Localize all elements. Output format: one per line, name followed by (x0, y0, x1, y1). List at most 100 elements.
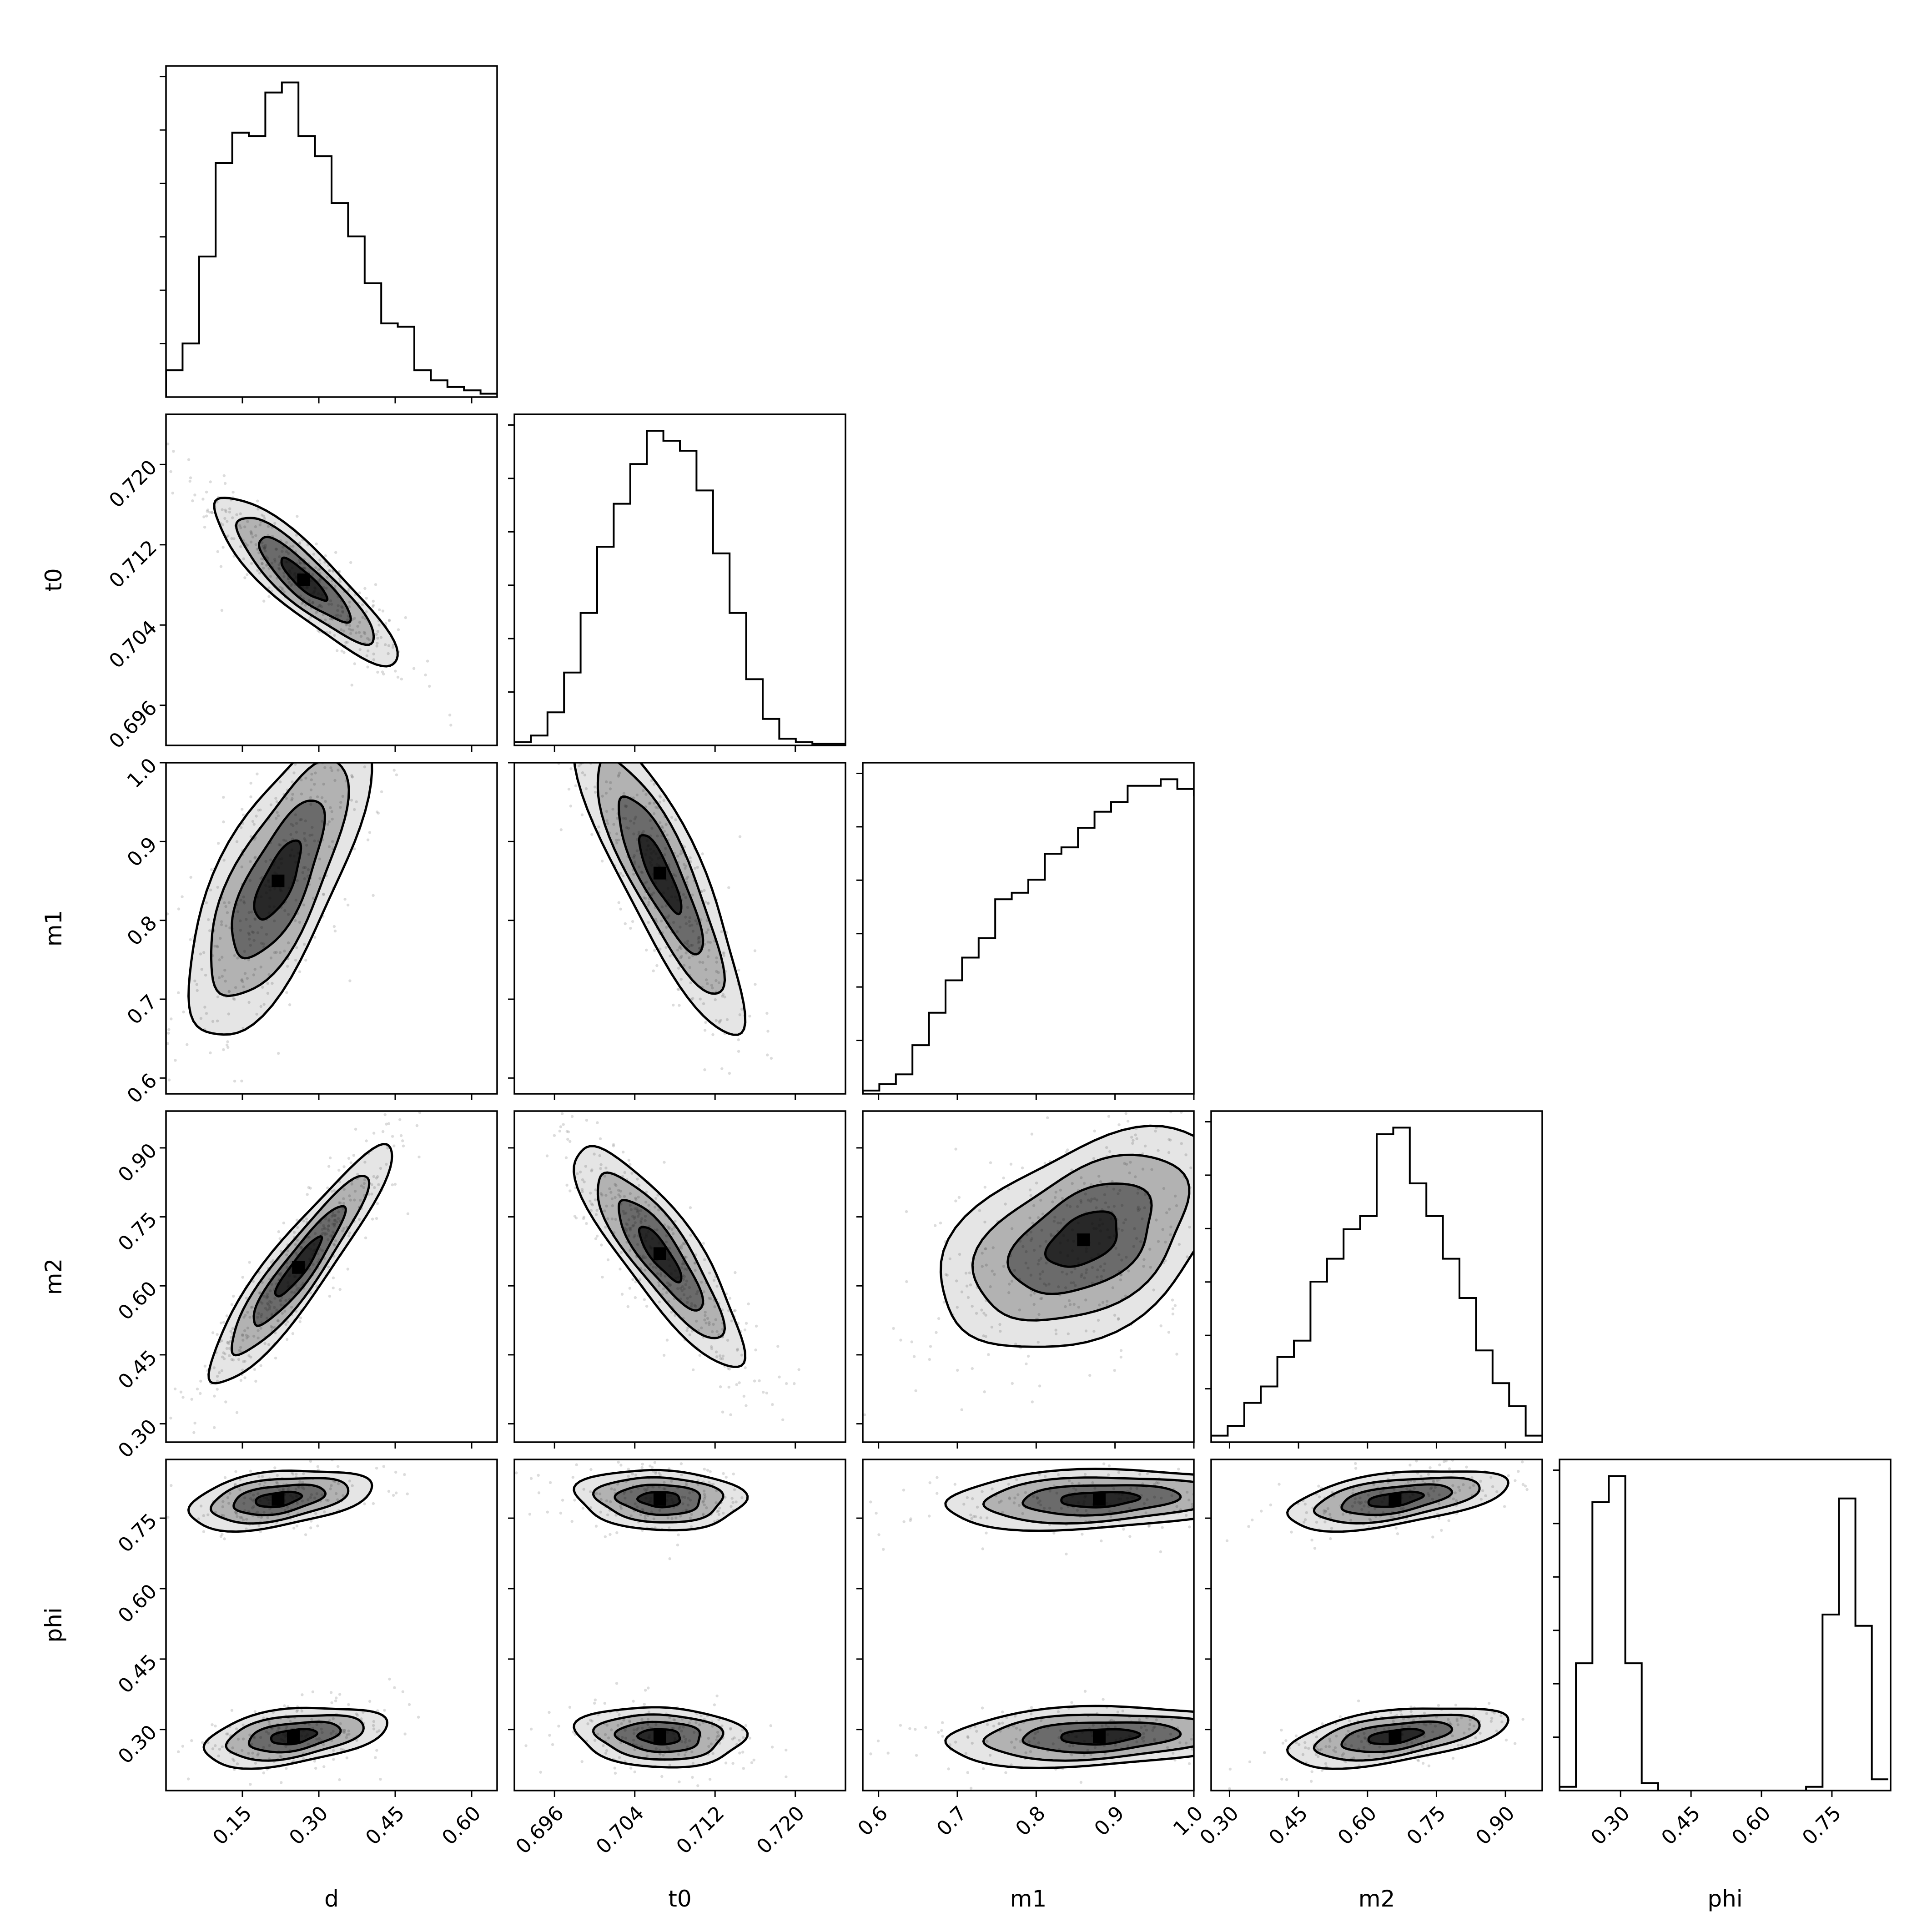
joint-panel-t0-m1 (557, 763, 773, 1075)
contour-line (253, 839, 302, 921)
xtick-label-d-0-3: 0.30 (285, 1801, 332, 1849)
contour-line (1313, 1476, 1481, 1525)
panel-frame-t0-phi (513, 1459, 846, 1791)
histogram-step-d (166, 81, 497, 397)
contour-line (618, 795, 704, 956)
ytick-label-t0-0-712: 0.712 (105, 536, 161, 593)
density-peak (1077, 1233, 1090, 1247)
ytick-label-t0-0-696: 0.696 (105, 696, 161, 753)
histogram-t0 (514, 430, 845, 745)
contour-line (636, 1728, 681, 1746)
xtick-label-d-0-45: 0.45 (361, 1801, 409, 1849)
density-peak (272, 1493, 285, 1506)
contour-line (274, 1235, 323, 1298)
joint-panel-m1-phi (869, 1459, 1194, 1790)
panel-frame-d-d (165, 65, 498, 398)
xtick-label-phi-0-3: 0.30 (1586, 1801, 1634, 1849)
contour-line (230, 1174, 371, 1357)
xtick-label-d-0-6: 0.60 (438, 1801, 485, 1849)
histogram-phi (1560, 1475, 1888, 1791)
contour-line (187, 1469, 373, 1533)
contour-line (280, 556, 329, 602)
xtick-label-m2-0-6: 0.60 (1333, 1801, 1381, 1849)
panel-frame-phi-phi (1559, 1459, 1892, 1791)
xtick-label-t0-0-696: 0.696 (512, 1801, 569, 1858)
histogram-m1 (863, 778, 1194, 1094)
histogram-step-m1 (863, 778, 1194, 1094)
xtick-label-phi-0-45: 0.45 (1657, 1801, 1705, 1849)
panel-frame-d-m2 (165, 1110, 498, 1443)
ytick-label-m1-0-8: 0.8 (123, 911, 162, 951)
y-axis-label-m1: m1 (40, 910, 67, 947)
ytick-label-m1-1: 1.0 (123, 754, 162, 793)
x-axis-label-d: d (324, 1886, 339, 1912)
contour-line (247, 1721, 342, 1754)
contour-line (636, 1491, 681, 1509)
contour-line (270, 1728, 318, 1746)
contour-line (573, 1706, 749, 1769)
panel-frame-m2-m2 (1210, 1110, 1543, 1443)
ytick-label-m1-0-9: 0.9 (123, 833, 162, 872)
contour-line (207, 1142, 393, 1384)
contour-line (231, 799, 326, 960)
xtick-label-t0-0-72: 0.720 (752, 1801, 809, 1858)
panel-frame-m1-m1 (862, 762, 1195, 1095)
contour-line (252, 1205, 347, 1327)
contour-line (573, 1145, 747, 1368)
contour-line (232, 1483, 327, 1517)
contour-line (209, 1477, 350, 1525)
ytick-label-phi-0-6: 0.60 (114, 1580, 161, 1627)
histogram-step-t0 (514, 430, 845, 745)
density-peak (1389, 1730, 1402, 1743)
contour-line (573, 763, 747, 1036)
xtick-label-m1-0-9: 0.9 (1090, 1801, 1129, 1841)
joint-panel-d-phi (166, 1459, 420, 1786)
contour-line (614, 1721, 701, 1753)
xtick-label-t0-0-704: 0.704 (592, 1801, 649, 1858)
ytick-label-t0-0-704: 0.704 (105, 616, 161, 673)
ytick-label-m1-0-7: 0.7 (123, 990, 162, 1029)
histogram-d (166, 81, 497, 397)
contour-line (1286, 1707, 1509, 1770)
density-peak (653, 1730, 666, 1743)
joint-panel-d-m1 (166, 763, 398, 1083)
ytick-label-m2-0-45: 0.45 (114, 1346, 161, 1394)
panel-frame-d-phi (165, 1459, 498, 1791)
contour-line (255, 1490, 303, 1509)
density-peak (1389, 1493, 1402, 1506)
histogram-step-m2 (1211, 1127, 1542, 1442)
joint-panel-m2-phi (1225, 1459, 1529, 1791)
xtick-label-m1-0-7: 0.7 (932, 1801, 971, 1841)
y-axis-label-phi: phi (40, 1607, 67, 1642)
contour-line (573, 1469, 749, 1532)
density-peak (1093, 1493, 1106, 1506)
panel-frame-d-t0 (165, 413, 498, 746)
contour-line (638, 1226, 683, 1284)
density-peak (292, 1261, 305, 1274)
density-peak (653, 1247, 666, 1260)
x-axis-label-m2: m2 (1358, 1886, 1395, 1912)
panel-frame-d-m1 (165, 762, 498, 1095)
density-peak (297, 574, 310, 586)
panel-frame-t0-t0 (513, 413, 846, 746)
contour-line (1340, 1483, 1454, 1516)
xtick-label-m2-0-75: 0.75 (1403, 1801, 1450, 1849)
xtick-label-m2-0-45: 0.45 (1264, 1801, 1312, 1849)
histogram-step-phi (1560, 1475, 1888, 1791)
ytick-label-phi-0-45: 0.45 (114, 1650, 161, 1698)
panel-frame-t0-m2 (513, 1110, 846, 1443)
contour-line (638, 834, 683, 916)
ytick-label-phi-0-3: 0.30 (114, 1721, 161, 1768)
histogram-m2 (1211, 1127, 1542, 1442)
density-peak (287, 1730, 300, 1743)
joint-panel-m1-m2 (863, 1111, 1194, 1416)
contour-line (614, 1484, 701, 1516)
joint-panel-t0-phi (515, 1460, 788, 1787)
xtick-label-phi-0-75: 0.75 (1798, 1801, 1846, 1849)
contour-line (1340, 1720, 1454, 1754)
xtick-label-phi-0-6: 0.60 (1727, 1801, 1775, 1849)
contour-line (982, 1476, 1194, 1525)
joint-panel-d-m2 (169, 1111, 422, 1442)
ytick-label-m2-0-9: 0.90 (114, 1139, 161, 1187)
ytick-label-m1-0-6: 0.6 (123, 1069, 162, 1108)
